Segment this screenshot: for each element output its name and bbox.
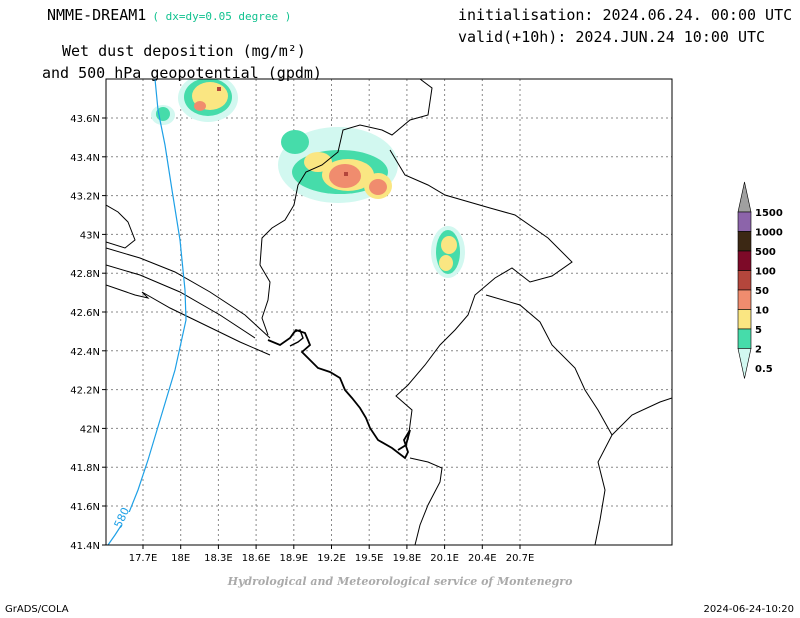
colorbar-level-label: 50: [755, 286, 769, 297]
map-grid: [106, 79, 672, 545]
lat-tick-label: 43.4N: [70, 153, 100, 164]
lat-tick-label: 41.6N: [70, 502, 100, 513]
colorbar-level-label: 2: [755, 345, 762, 356]
colorbar-level-label: 100: [755, 267, 776, 278]
border-line-east: [389, 149, 573, 441]
latitude-tick-labels: 43.6N 43.4N 43.2N 43N 42.8N 42.6N 42.4N 42.2N 42…: [70, 114, 106, 552]
border-line-southeast: [485, 294, 613, 545]
credit-line: Hydrological and Meteorological service …: [227, 575, 573, 588]
lat-tick-label: 42.6N: [70, 308, 100, 319]
lat-tick-label: 42.4N: [70, 347, 100, 358]
coast-line-1: [106, 247, 271, 339]
colorbar-level-label: 0.5: [755, 364, 773, 375]
colorbar-level-label: 5: [755, 325, 762, 336]
lat-tick-label: 41.8N: [70, 463, 100, 474]
colorbar-bottom-arrow: [737, 348, 752, 379]
init-time: initialisation: 2024.06.24. 00:00 UTC: [458, 6, 793, 24]
montenegro-coastline: [267, 328, 411, 460]
coast-line-west: [106, 204, 136, 249]
lon-tick-label: 19.5E: [355, 553, 384, 564]
lat-tick-label: 42.2N: [70, 386, 100, 397]
colorbar-swatch: [737, 250, 752, 271]
geopotential-contour-580: [107, 79, 187, 545]
lon-tick-label: 18.9E: [280, 553, 309, 564]
longitude-tick-labels: 17.7E 18E 18.3E 18.6E 18.9E 19.2E 19.5E 19.8E 20…: [129, 545, 535, 564]
coast-line-2: [106, 284, 271, 356]
lon-tick-label: 20.4E: [468, 553, 497, 564]
variable-title-line2: and 500 hPa geopotential (gpdm): [42, 64, 322, 82]
colorbar-level-label: 1000: [755, 228, 783, 239]
lon-tick-label: 20.7E: [506, 553, 535, 564]
colorbar-legend: 1500 1000 500 100 50 10 5 2 0.5: [737, 181, 783, 379]
montenegro-coastline-inlet: [289, 329, 304, 347]
resolution-note: ( dx=dy=0.05 degree ): [152, 10, 292, 23]
colorbar-swatch: [737, 211, 752, 232]
colorbar-swatch: [737, 231, 752, 252]
lat-tick-label: 43.6N: [70, 114, 100, 125]
model-name: NMME-DREAM1: [47, 6, 147, 24]
colorbar-level-label: 10: [755, 306, 769, 317]
lon-tick-label: 18.6E: [242, 553, 271, 564]
lon-tick-label: 19.8E: [393, 553, 422, 564]
valid-time: valid(+10h): 2024.JUN.24 10:00 UTC: [458, 28, 766, 46]
coast-line-3: [106, 264, 256, 339]
dust-cell-northwest: [151, 79, 238, 125]
border-line-north: [259, 79, 433, 336]
colorbar-level-label: 500: [755, 247, 776, 258]
render-timestamp: 2024-06-24-10:20: [703, 604, 794, 615]
colorbar-level-label: 1500: [755, 208, 783, 219]
variable-title-line1: Wet dust deposition (mg/m²): [62, 42, 306, 60]
colorbar-swatch: [737, 270, 752, 291]
lat-tick-label: 43N: [80, 230, 100, 241]
model-title: NMME-DREAM1 ( dx=dy=0.05 degree ): [47, 6, 291, 24]
lat-tick-label: 42.8N: [70, 269, 100, 280]
dust-cell-central: [278, 127, 398, 203]
dust-cell-east: [431, 226, 465, 278]
border-line-far-east: [611, 397, 672, 436]
lat-tick-label: 41.4N: [70, 541, 100, 552]
lat-tick-label: 42N: [80, 424, 100, 435]
dust-deposition-field: [151, 79, 465, 278]
lon-tick-label: 19.2E: [317, 553, 346, 564]
colorbar-swatch: [737, 328, 752, 349]
colorbar-top-arrow: [737, 181, 752, 213]
software-label: GrADS/COLA: [5, 604, 69, 615]
lat-tick-label: 43.2N: [70, 192, 100, 203]
colorbar-swatch: [737, 289, 752, 310]
lon-tick-label: 20.1E: [430, 553, 459, 564]
border-line-south: [409, 457, 443, 545]
lon-tick-label: 18E: [171, 553, 190, 564]
coastlines-and-borders: [106, 79, 672, 545]
lon-tick-label: 18.3E: [204, 553, 233, 564]
colorbar-swatch: [737, 309, 752, 330]
lon-tick-label: 17.7E: [129, 553, 158, 564]
